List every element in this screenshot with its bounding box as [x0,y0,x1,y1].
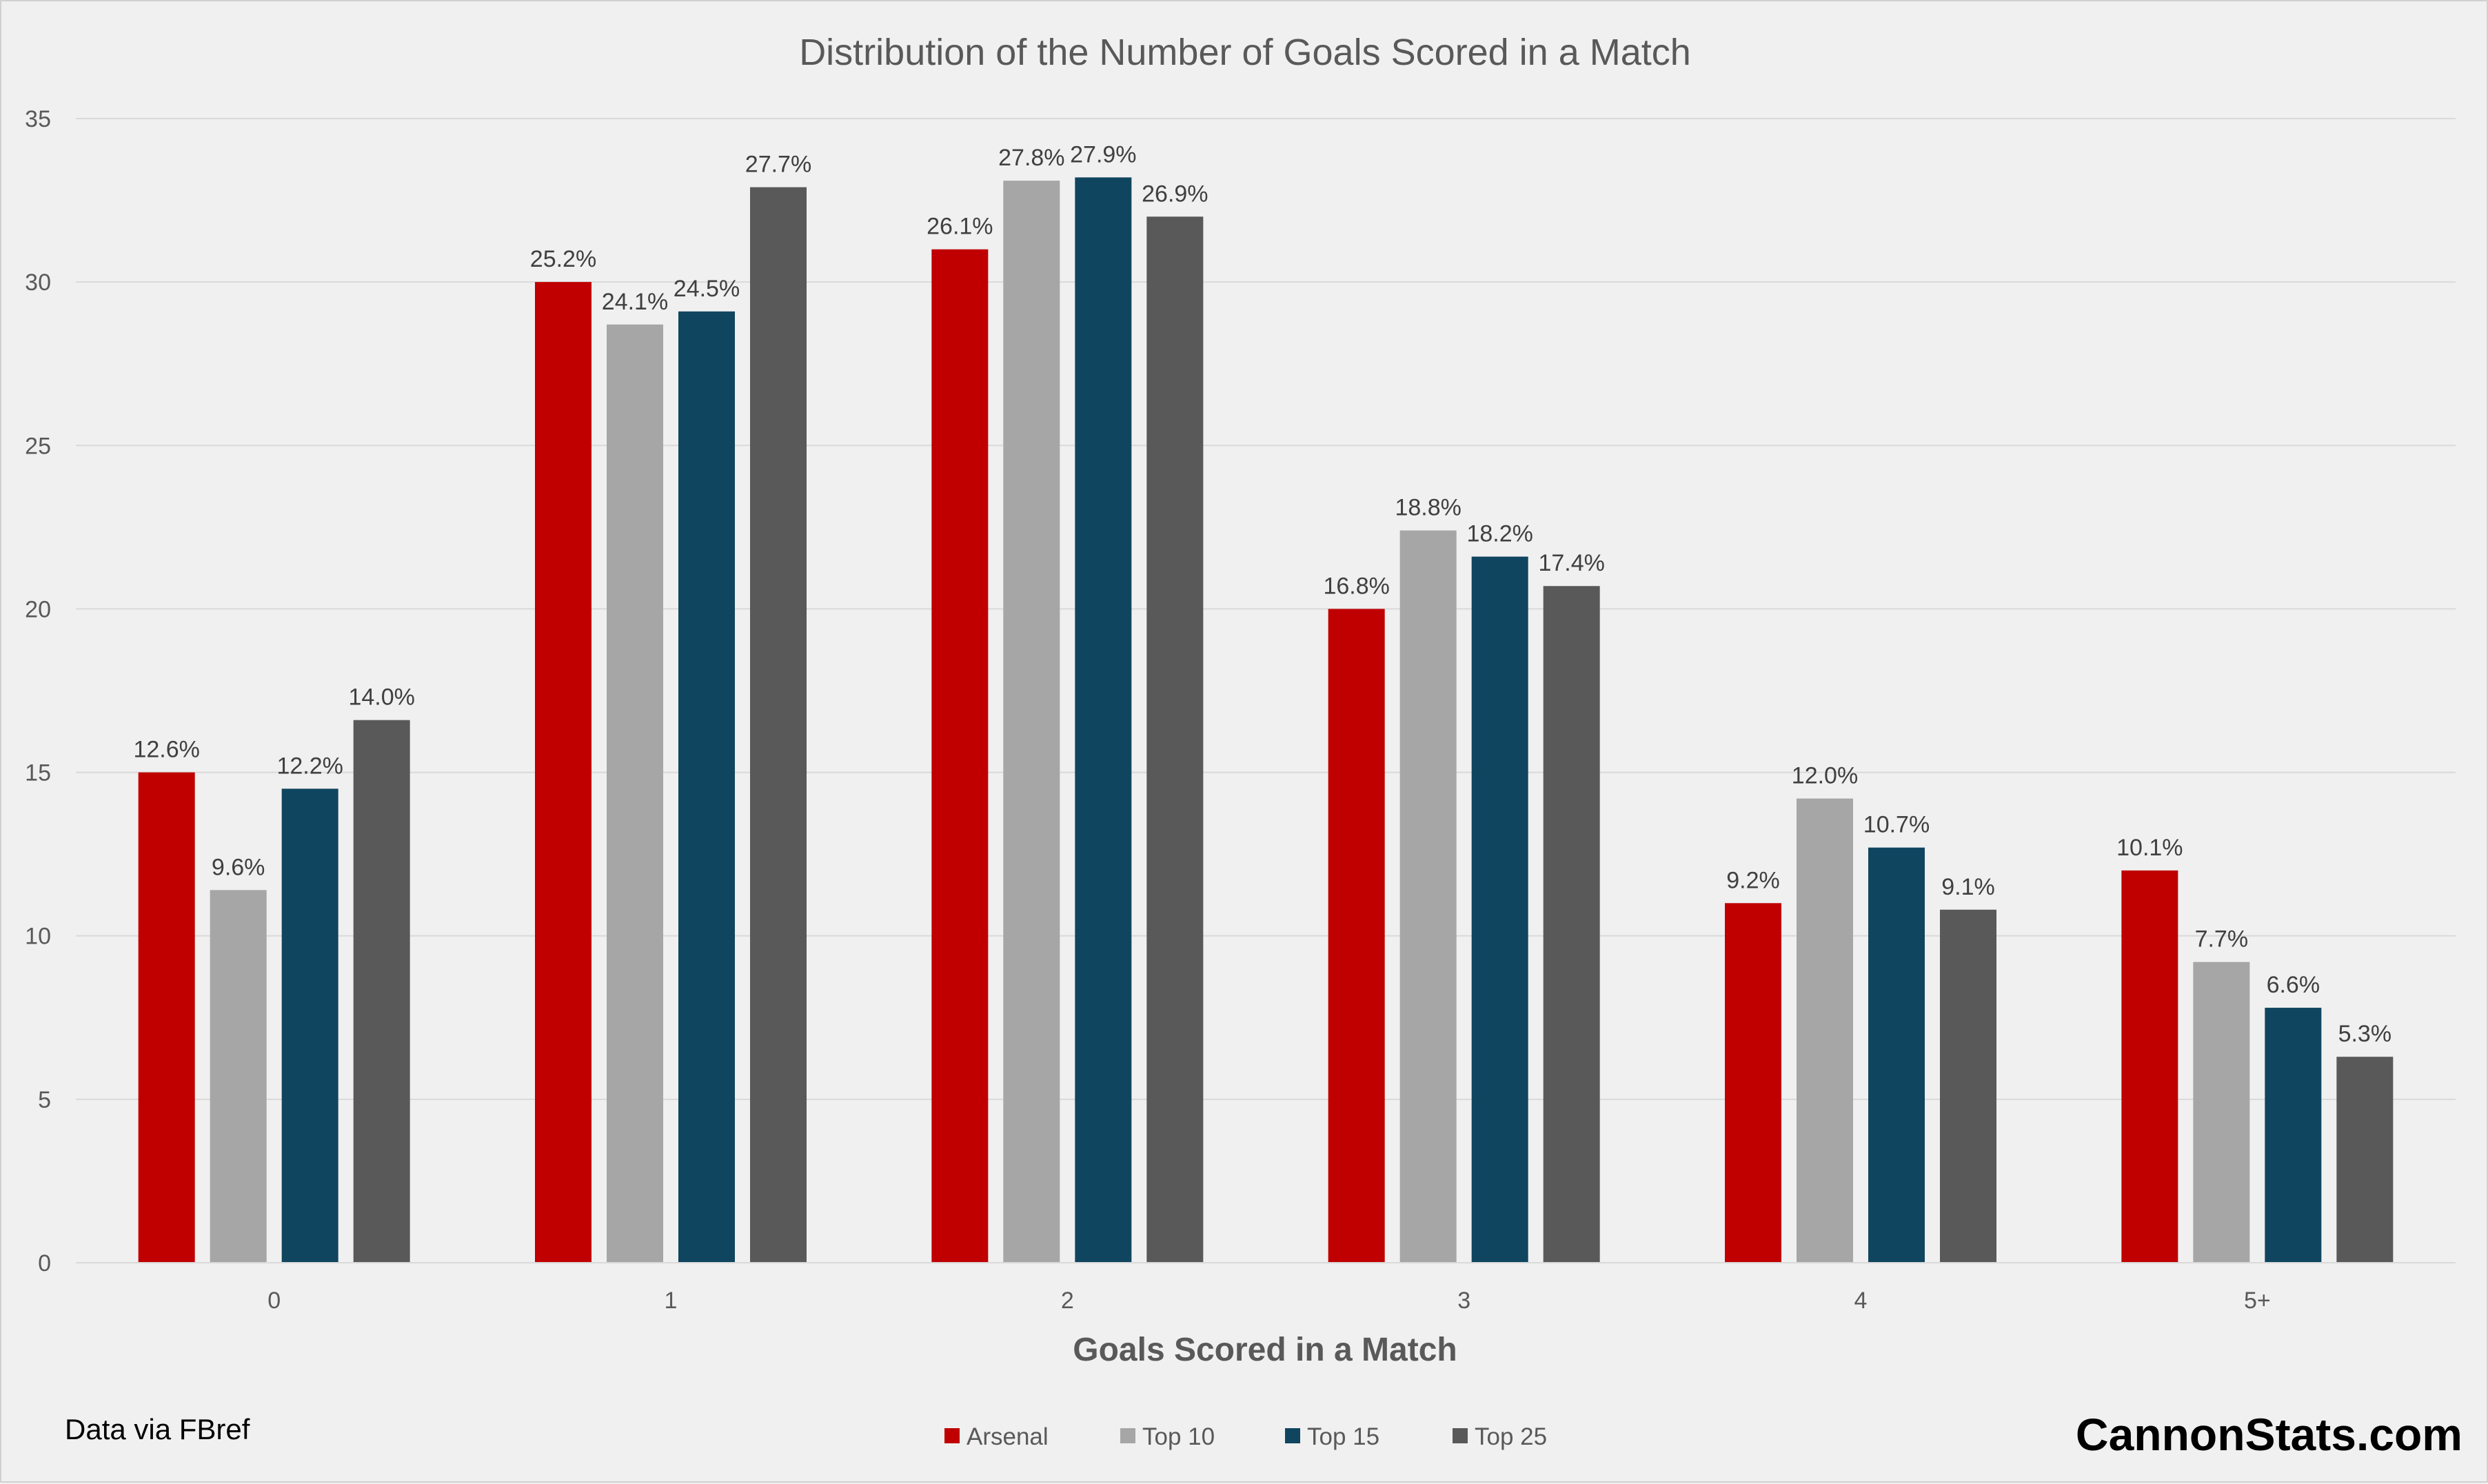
y-tick-label: 20 [25,596,51,622]
data-label: 26.1% [927,214,993,240]
legend-label: Top 15 [1307,1423,1379,1450]
data-label: 6.6% [2267,972,2320,998]
bar-top-25 [1940,909,1996,1263]
data-label: 10.1% [2116,835,2183,861]
data-label: 18.2% [1466,521,1533,547]
bar-top-25 [2336,1057,2394,1263]
y-tick-label: 30 [25,270,51,296]
data-labels: 12.6% 9.6% 12.2% 14.0% 25.2%24.1% 24.5% 27.7% 2… [133,141,2391,1047]
data-label: 9.6% [212,854,265,880]
y-axis-ticks: 0 5 10 15 20 25 30 35 [25,106,51,1277]
x-tick-label: 2 [1061,1288,1074,1314]
legend-swatch [1285,1428,1300,1443]
brand-logo: CannonStats.com [2076,1409,2462,1460]
x-tick-label: 3 [1457,1288,1470,1314]
x-axis-ticks: 0 1 2 3 4 5+ [267,1288,2271,1314]
bar-top-15 [281,789,338,1263]
bars [138,177,2394,1263]
data-label: 17.4% [1538,550,1604,576]
y-tick-label: 35 [25,106,51,132]
bar-top-15 [2265,1008,2322,1263]
bar-arsenal [931,249,989,1263]
data-label: 27.9% [1070,141,1136,167]
legend: Arsenal Top 10 Top 15 Top 25 [944,1423,1547,1450]
bar-top-10 [210,890,267,1263]
y-tick-label: 0 [38,1250,51,1277]
legend-label: Top 25 [1475,1423,1547,1450]
x-axis-label: Goals Scored in a Match [1073,1332,1457,1368]
x-tick-label: 0 [267,1288,281,1314]
y-tick-label: 5 [38,1087,51,1113]
data-label: 7.7% [2195,926,2249,953]
legend-label: Top 10 [1142,1423,1215,1450]
data-label: 12.2% [276,753,343,779]
gridlines [76,118,2456,1100]
x-tick-label: 4 [1854,1288,1868,1314]
data-label: 27.8% [998,145,1064,171]
bar-arsenal [535,282,591,1263]
data-label: 18.8% [1395,495,1461,521]
bar-arsenal [138,772,195,1263]
bar-top-25 [1543,586,1600,1263]
legend-label: Arsenal [967,1423,1049,1450]
data-label: 5.3% [2338,1021,2392,1047]
bar-top-15 [1868,847,1925,1263]
bar-top-15 [1471,556,1528,1263]
data-label: 10.7% [1863,812,1930,838]
data-label: 24.5% [674,276,740,302]
data-label: 24.1% [602,289,668,315]
bar-top-10 [2193,962,2250,1263]
y-tick-label: 15 [25,760,51,786]
bar-top-10 [1399,530,1457,1263]
data-label: 26.9% [1142,181,1208,207]
bar-arsenal [1725,903,1781,1263]
data-label: 14.0% [348,684,414,711]
data-label: 12.0% [1792,763,1858,789]
data-label: 12.6% [133,737,199,763]
bar-top-25 [353,720,410,1263]
legend-swatch [1120,1428,1135,1443]
bar-top-10 [1003,181,1060,1263]
data-label: 27.7% [745,152,811,178]
chart-title: Distribution of the Number of Goals Scor… [799,32,1691,73]
source-note: Data via FBref [65,1413,250,1445]
data-label: 25.2% [530,246,596,272]
y-tick-label: 25 [25,433,51,459]
y-tick-label: 10 [25,924,51,950]
bar-top-15 [1075,177,1132,1263]
data-label: 9.2% [1726,867,1780,893]
x-tick-label: 1 [665,1288,678,1314]
bar-top-25 [1146,216,1204,1263]
bar-arsenal [1328,609,1385,1263]
data-label: 9.1% [1941,874,1995,900]
bar-top-10 [607,324,663,1263]
bar-top-15 [678,311,735,1263]
legend-swatch [944,1428,960,1443]
data-label: 16.8% [1323,573,1389,599]
bar-top-25 [750,187,807,1263]
legend-swatch [1453,1428,1468,1443]
bar-top-10 [1797,798,1853,1263]
bar-arsenal [2121,870,2178,1263]
x-tick-label: 5+ [2244,1288,2271,1314]
